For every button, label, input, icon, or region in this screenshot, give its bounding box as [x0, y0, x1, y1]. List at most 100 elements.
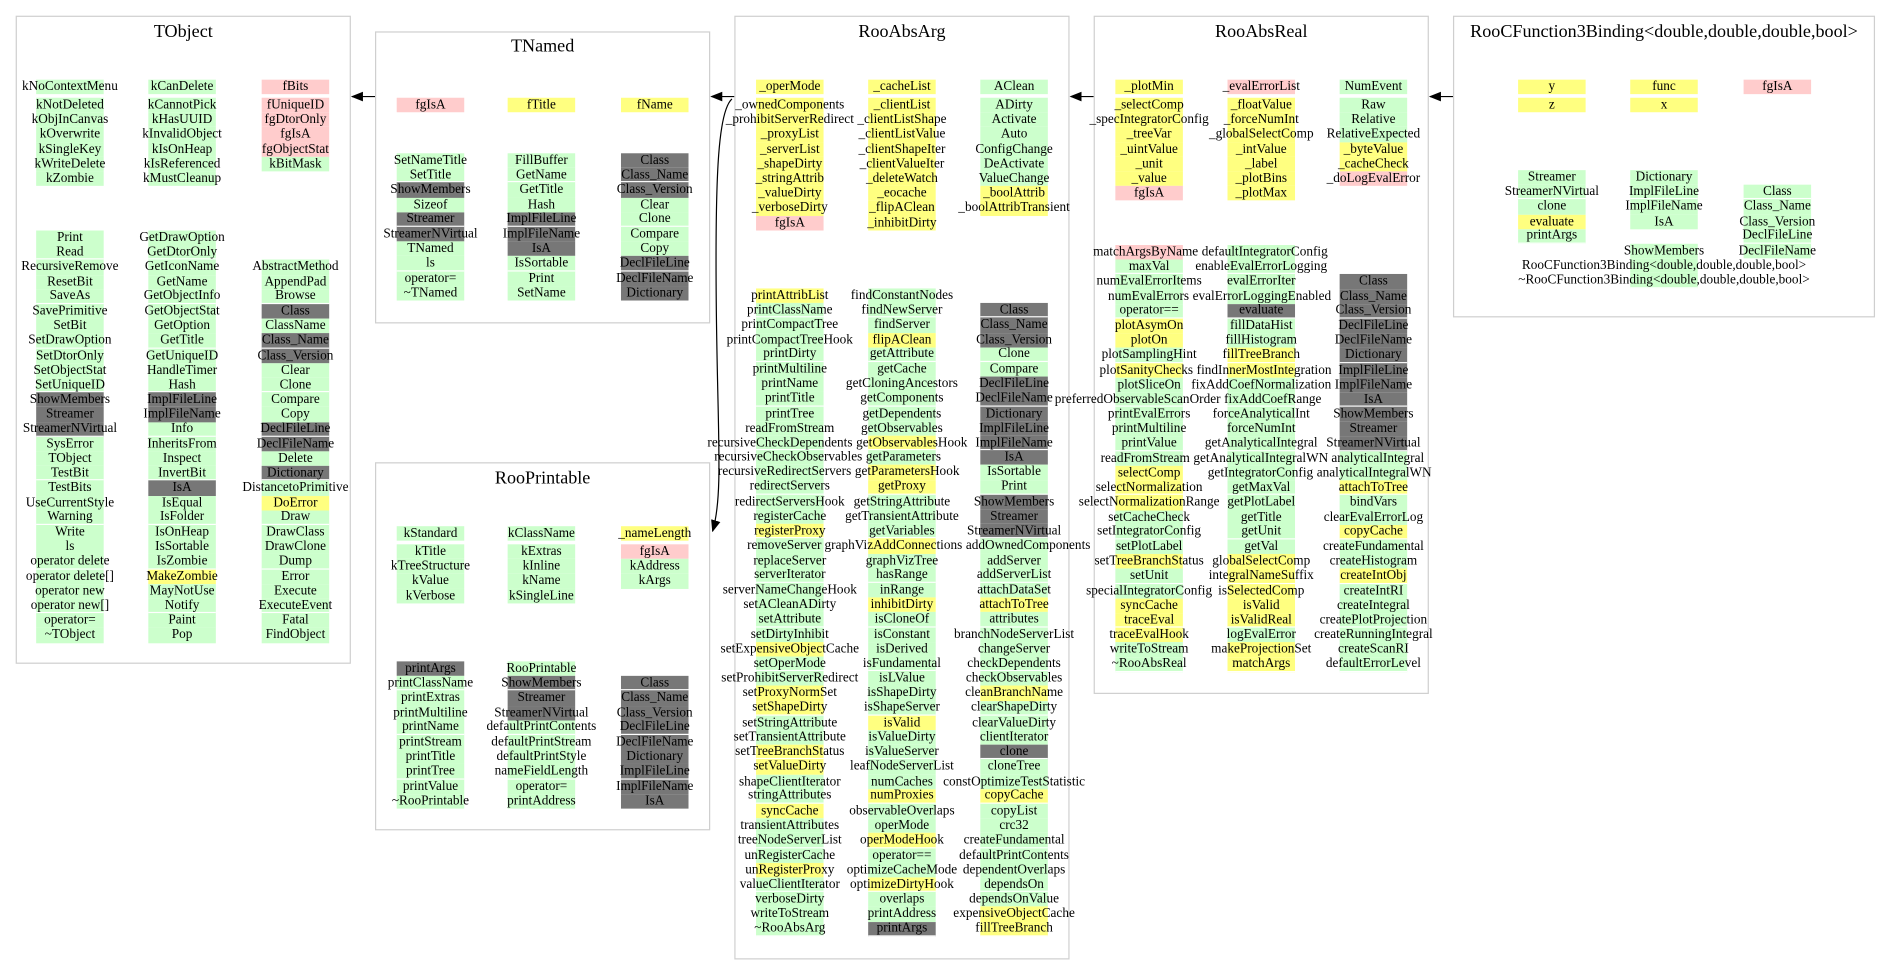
data-member-label: _cacheCheck [1338, 156, 1409, 171]
data-member-label: _flipAClean [869, 200, 935, 216]
method-operator-delete: operator delete[] [26, 569, 114, 584]
method-addserverlist: addServerList [977, 567, 1051, 583]
method-label: ~RooCFunction3Binding<double,double,doub… [1518, 272, 1810, 287]
data-member-serverlist: _serverList [756, 142, 824, 157]
data-member-label: fgDtorOnly [264, 112, 327, 127]
method-label: operModeHook [859, 832, 944, 847]
data-member-kextras: kExtras [507, 544, 576, 560]
method-label: readFromStream [1100, 450, 1190, 466]
data-member-knotdeleted: kNotDeleted [36, 98, 104, 113]
data-member-label: kArgs [638, 573, 671, 589]
method-numevalerrors: numEvalErrors [1108, 289, 1189, 304]
method-label: optimizeCacheMode [846, 862, 958, 877]
method-fatal: Fatal [261, 613, 330, 629]
method-usecurrentstyle: UseCurrentStyle [26, 495, 114, 511]
method-synccache: syncCache [1115, 598, 1183, 614]
method-label: plotSliceOn [1117, 377, 1181, 392]
data-member-label: fgIsA [639, 544, 670, 559]
method-label: syncCache [1120, 598, 1178, 613]
method-invertbit: InvertBit [148, 465, 216, 481]
method-printvalue: printValue [396, 779, 465, 794]
method-setexpensiveobjectcache: setExpensiveObjectCache [721, 642, 859, 657]
method-readfromstream: readFromStream [745, 421, 834, 436]
method-getname: GetName [148, 275, 216, 290]
method-label: FillBuffer [514, 153, 568, 168]
data-member-ftitle: fTitle [507, 98, 576, 113]
method-label: Class_Version [257, 348, 334, 363]
method-label: SetDrawOption [28, 332, 112, 348]
method-label: printEvalErrors [1107, 406, 1191, 422]
method-syserror: SysError [36, 436, 104, 452]
method-label: copyCache [1343, 523, 1403, 539]
method-plotasymon: plotAsymOn [1115, 318, 1183, 334]
method-gettitle: GetTitle [507, 183, 576, 198]
method-label: printStream [399, 734, 462, 750]
method-ploton: plotOn [1115, 333, 1183, 349]
method-label: setACleanADirty [743, 597, 837, 612]
class-box-tobject [15, 15, 351, 664]
method-saveas: SaveAs [36, 289, 104, 305]
method-fillhistogram: fillHistogram [1226, 333, 1297, 349]
method-operator-delete: operator delete [30, 554, 110, 570]
method-label: Paint [168, 613, 196, 628]
method-label: IsEqual [161, 495, 203, 510]
method-writetostream: writeToStream [1110, 642, 1188, 658]
method-executeevent: ExecuteEvent [259, 598, 332, 614]
method-traceevalhook: traceEvalHook [1109, 628, 1189, 643]
method-label: DeclFileName [616, 734, 694, 750]
method-label: findConstantNodes [850, 288, 954, 303]
method-label: setIntegratorConfig [1097, 523, 1202, 539]
method-class: Class [620, 153, 689, 168]
method-label: StreamerNVirtual [22, 421, 118, 436]
method-label: enableEvalErrorLogging [1195, 258, 1328, 274]
method-operator-new: operator new [35, 584, 105, 599]
method-label: DeclFileLine [1338, 318, 1409, 333]
method-ls: ls [396, 256, 465, 272]
method-doerror: DoError [261, 495, 330, 511]
data-member-label: _boolAttribTransient [958, 200, 1070, 216]
method-fixaddcoefrange: fixAddCoefRange [1224, 391, 1321, 407]
method-label: operator= [44, 613, 96, 628]
method-label: getDependents [862, 406, 942, 421]
data-member-label: kHasUUID [151, 112, 213, 127]
method-label: checkObservables [965, 671, 1063, 686]
method-label: GetName [515, 167, 567, 182]
method-enableevalerrorlogging: enableEvalErrorLogging [1195, 259, 1327, 275]
method-label: isLValue [878, 671, 925, 686]
method-label: dependsOnValue [969, 891, 1060, 907]
method-label: TNamed [407, 241, 454, 256]
method-declfilename: DeclFileName [1739, 244, 1816, 259]
method-createrunningintegral: createRunningIntegral [1314, 628, 1433, 643]
method-setstringattribute: setStringAttribute [742, 715, 837, 731]
data-member-label: RelativeExpected [1326, 127, 1421, 142]
method-isa: IsA [980, 450, 1048, 466]
data-member-label: _forceNumInt [1223, 112, 1299, 127]
method-label: attributes [989, 611, 1039, 627]
method-label: IsZombie [156, 553, 208, 569]
method-label: getCloningAncestors [845, 376, 958, 392]
method-dictionary: Dictionary [1630, 170, 1698, 185]
method-verbosedirty: verboseDirty [755, 892, 824, 907]
method-printextras: printExtras [396, 691, 465, 706]
data-member-label: _prohibitServerRedirect [725, 112, 854, 127]
method-ls: ls [36, 540, 104, 555]
data-member-eocache: _eocache [868, 186, 936, 201]
data-member-fgisa: fgIsA [1115, 186, 1183, 201]
method-label: operator= [515, 778, 568, 794]
method-print: Print [36, 230, 104, 246]
method-label: branchNodeServerList [954, 626, 1075, 642]
method-createintri: createIntRI [1339, 583, 1408, 599]
method-print: Print [507, 271, 576, 286]
method-printaddress: printAddress [507, 794, 576, 809]
method-label: clearValueDirty [972, 715, 1057, 730]
method-abstractmethod: AbstractMethod [252, 260, 339, 275]
method-implfileline: ImplFileLine [979, 421, 1049, 436]
method-distancetoprimitive: DistancetoPrimitive [242, 481, 348, 496]
method-cleanbranchname: cleanBranchName [965, 686, 1063, 701]
method-label: ResetBit [47, 274, 93, 289]
method-tnamed: ~TNamed [396, 286, 465, 301]
data-member-label: _treeVar [1126, 127, 1172, 142]
method-printname: printName [396, 719, 465, 735]
method-iszombie: IsZombie [148, 553, 216, 570]
method-createintegral: createIntegral [1337, 598, 1410, 614]
